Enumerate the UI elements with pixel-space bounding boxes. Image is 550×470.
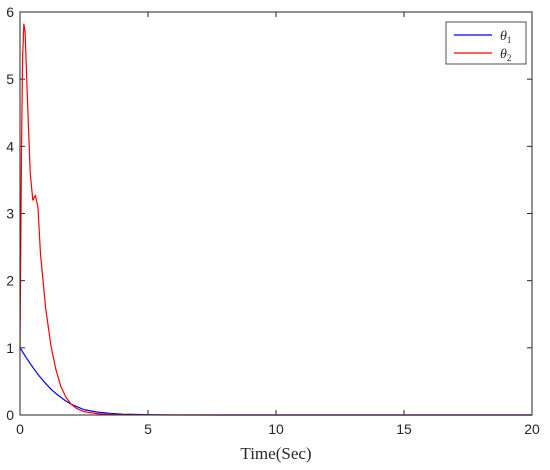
legend-label-1: θ1 xyxy=(500,29,511,45)
series-line-2 xyxy=(19,23,532,416)
y-tick-label: 3 xyxy=(6,206,14,222)
legend-box xyxy=(445,21,527,65)
legend-label-2: θ2 xyxy=(500,47,511,63)
x-tick-label: 5 xyxy=(144,421,152,437)
series-line-1 xyxy=(19,347,532,416)
y-tick-label: 0 xyxy=(6,407,14,423)
x-tick-label: 0 xyxy=(16,421,24,437)
y-tick-label: 6 xyxy=(6,4,14,20)
x-tick-label: 20 xyxy=(524,421,540,437)
x-axis-label: Time(Sec) xyxy=(240,444,311,463)
y-tick-label: 4 xyxy=(6,138,14,154)
y-tick-label: 2 xyxy=(6,273,14,289)
ticks-layer: 0 5 10 15 20 0 1 2 3 4 5 6 xyxy=(6,4,540,437)
plot-frame xyxy=(19,11,533,416)
x-tick-label: 10 xyxy=(268,421,284,437)
series-layer xyxy=(19,23,532,416)
y-tick-label: 5 xyxy=(6,71,14,87)
x-tick-label: 15 xyxy=(396,421,412,437)
y-tick-label: 1 xyxy=(6,340,14,356)
